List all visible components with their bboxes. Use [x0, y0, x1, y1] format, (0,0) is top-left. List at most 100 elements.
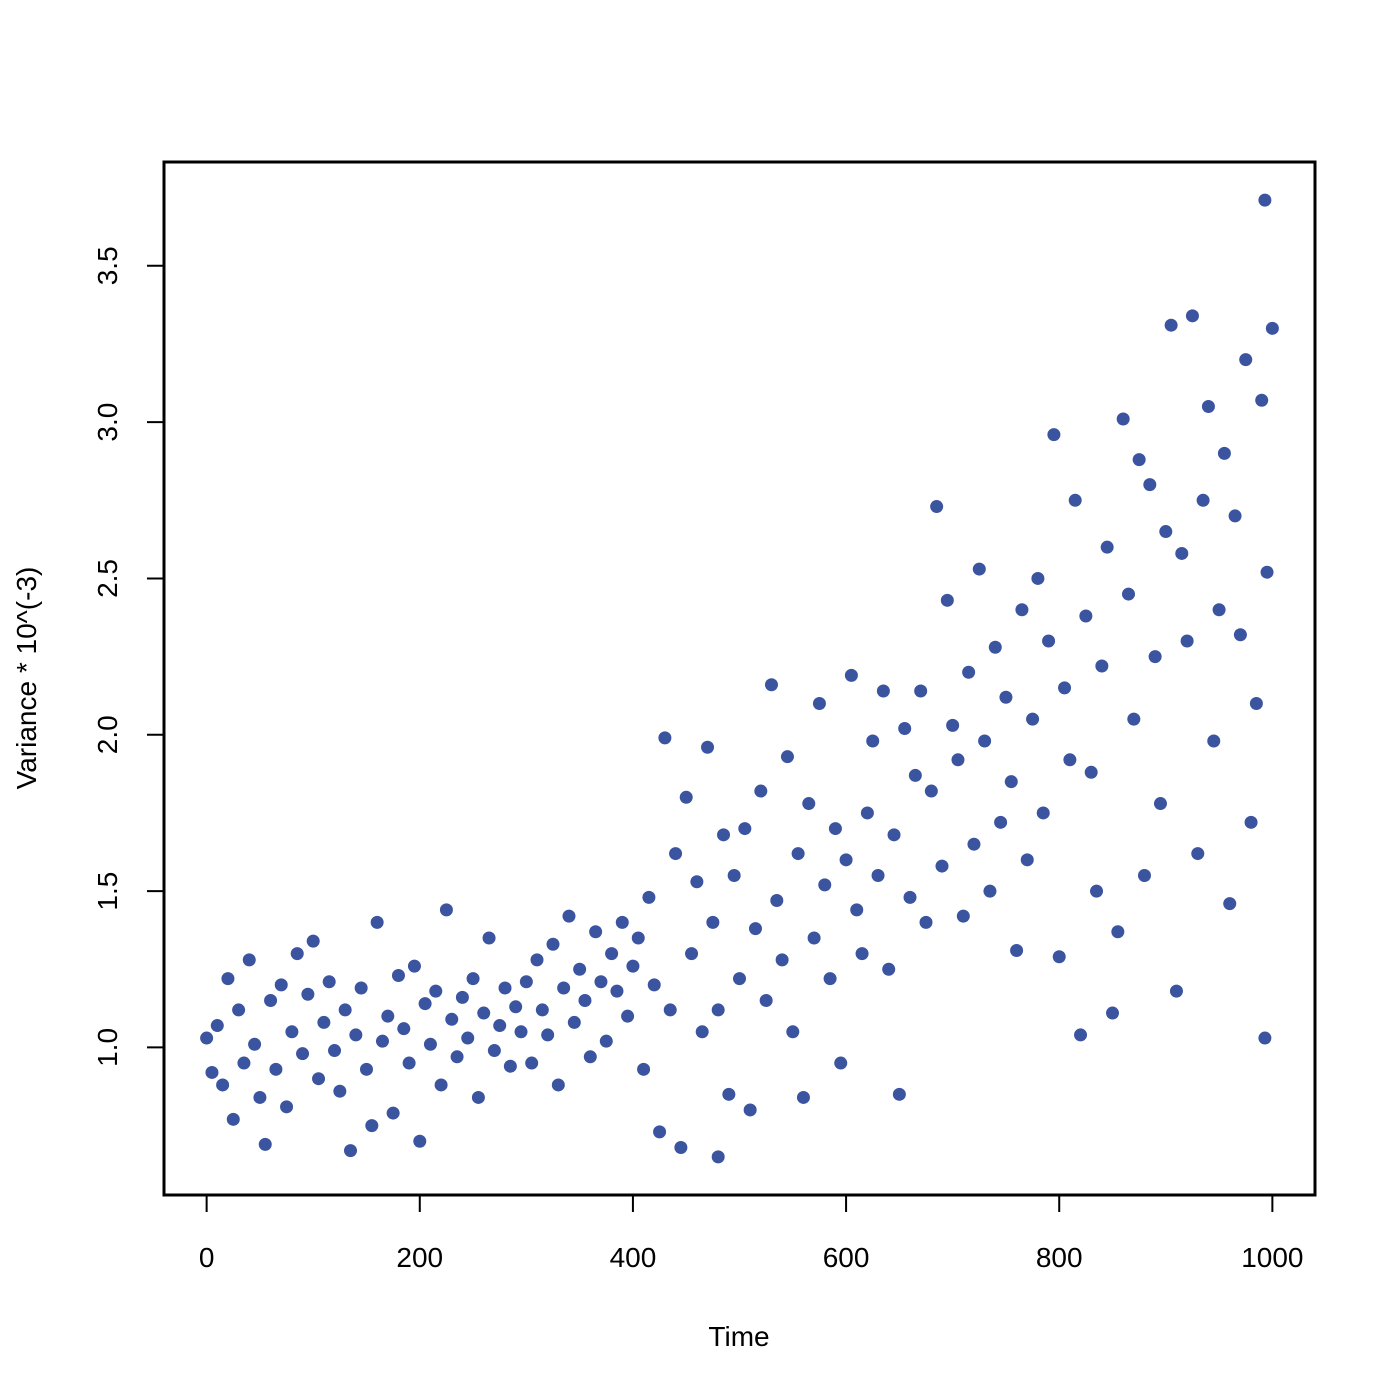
point	[434, 1078, 448, 1092]
point	[615, 915, 629, 929]
point	[461, 1031, 475, 1045]
point	[653, 1125, 667, 1139]
point	[423, 1037, 437, 1051]
point	[733, 972, 746, 986]
point	[844, 668, 858, 682]
point	[685, 947, 699, 961]
point	[871, 868, 885, 882]
point	[892, 1087, 906, 1101]
point	[695, 1025, 709, 1039]
point	[983, 884, 997, 898]
point	[908, 768, 922, 782]
point	[780, 750, 794, 764]
point	[994, 815, 1008, 829]
point	[317, 1015, 331, 1029]
point	[503, 1059, 517, 1073]
point	[1191, 847, 1205, 861]
point	[919, 915, 933, 929]
point	[514, 1025, 528, 1039]
point	[242, 953, 256, 967]
point	[1223, 897, 1237, 911]
point	[1137, 868, 1151, 882]
point	[711, 1150, 725, 1164]
point	[349, 1028, 363, 1042]
point	[924, 784, 938, 798]
point	[589, 925, 603, 939]
y-tick-label: 3.5	[92, 246, 123, 285]
point	[1228, 509, 1242, 523]
point	[359, 1062, 373, 1076]
point	[967, 837, 981, 851]
x-axis-label: Time	[708, 1321, 769, 1352]
point	[722, 1087, 736, 1101]
x-tick-label: 600	[823, 1242, 870, 1273]
point	[328, 1044, 342, 1058]
point	[1239, 353, 1253, 367]
point	[546, 937, 560, 951]
point	[610, 984, 624, 998]
point	[381, 1009, 395, 1023]
point	[951, 753, 965, 767]
point	[1143, 478, 1157, 492]
point	[898, 722, 912, 736]
point	[1074, 1028, 1088, 1042]
point	[823, 972, 837, 986]
point	[429, 984, 443, 998]
point	[280, 1100, 294, 1114]
point	[690, 875, 704, 889]
point	[647, 978, 661, 992]
point	[1004, 775, 1018, 789]
point	[1255, 393, 1269, 407]
point	[1217, 446, 1231, 460]
point	[455, 990, 469, 1004]
point	[418, 997, 432, 1011]
point	[621, 1009, 635, 1023]
point	[290, 947, 304, 961]
point	[946, 718, 960, 732]
point	[573, 962, 587, 976]
point	[791, 847, 805, 861]
point	[679, 790, 693, 804]
point	[706, 915, 720, 929]
point	[1207, 734, 1221, 748]
point	[1015, 603, 1029, 617]
point	[237, 1056, 251, 1070]
point	[1020, 853, 1034, 867]
point	[972, 562, 986, 576]
point	[562, 909, 576, 923]
point	[743, 1103, 757, 1117]
point	[1260, 565, 1274, 579]
point	[386, 1106, 400, 1120]
point	[1010, 944, 1024, 958]
point	[674, 1140, 688, 1154]
point	[626, 959, 640, 973]
point	[525, 1056, 539, 1070]
point	[397, 1022, 411, 1036]
point	[1265, 321, 1279, 335]
y-axis-label: Variance * 10^(-3)	[11, 567, 42, 790]
y-tick-label: 2.5	[92, 559, 123, 598]
point	[637, 1062, 651, 1076]
point	[594, 975, 608, 989]
point	[711, 1003, 725, 1017]
point	[1169, 984, 1183, 998]
point	[365, 1119, 379, 1133]
point	[578, 994, 592, 1008]
point	[1153, 797, 1167, 811]
point	[988, 640, 1002, 654]
point	[519, 975, 533, 989]
point	[583, 1050, 597, 1064]
point	[1106, 1006, 1120, 1020]
point	[1090, 884, 1104, 898]
point	[274, 978, 288, 992]
point	[312, 1072, 326, 1086]
point	[205, 1065, 219, 1079]
point	[1095, 659, 1109, 673]
point	[796, 1090, 810, 1104]
point	[860, 806, 874, 820]
point	[296, 1047, 310, 1061]
point	[812, 697, 826, 711]
point	[200, 1031, 214, 1045]
point	[669, 847, 683, 861]
